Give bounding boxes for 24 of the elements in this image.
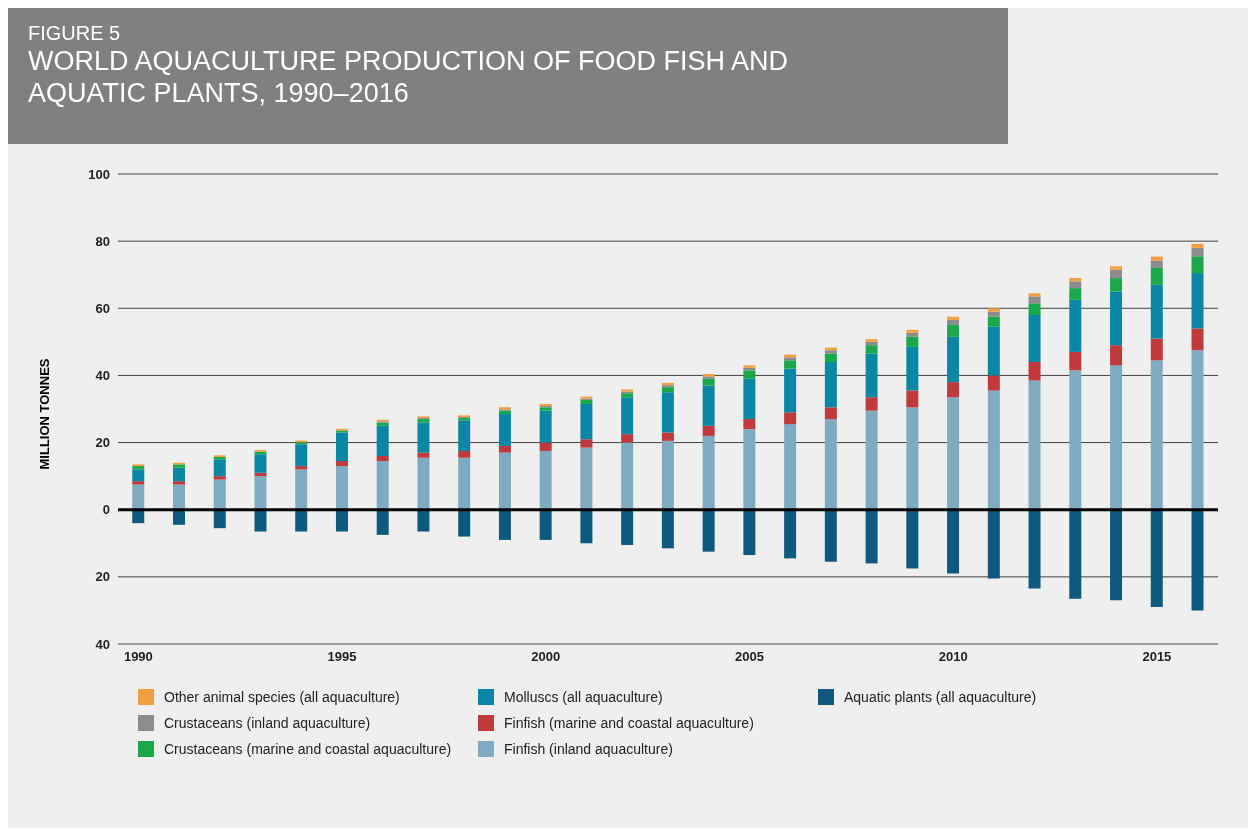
y-tick-label: 80 — [95, 233, 110, 249]
legend-label: Molluscs (all aquaculture) — [504, 689, 663, 705]
legend-label: Crustaceans (marine and coastal aquaculture) — [164, 741, 452, 757]
legend-label: Other animal species (all aquaculture) — [164, 689, 400, 705]
y-tick-label: 100 — [88, 166, 110, 182]
legend-label: Crustaceans (inland aquaculture) — [164, 715, 371, 731]
x-tick-label: 2005 — [735, 649, 764, 665]
y-tick-label: 40 — [95, 636, 110, 652]
y-tick-label: 20 — [95, 435, 110, 451]
legend-label: Finfish (marine and coastal aquaculture) — [504, 715, 754, 731]
x-tick-label: 2010 — [938, 649, 968, 665]
y-axis-title: MILLION TONNES — [36, 358, 52, 470]
chart-title: WORLD AQUACULTURE PRODUCTION OF FOOD FISH AND AQUATIC PLANTS, 1990–2016 — [28, 45, 790, 109]
y-tick-label: 60 — [95, 300, 110, 316]
x-tick-label: 1990 — [123, 649, 153, 665]
x-tick-label: 1995 — [327, 649, 357, 665]
y-tick-label: 20 — [95, 569, 110, 585]
legend-label: Aquatic plants (all aquaculture) — [844, 689, 1037, 705]
y-tick-label: 0 — [102, 502, 110, 518]
legend-label: Finfish (inland aquaculture) — [504, 741, 673, 757]
y-tick-label: 40 — [95, 368, 110, 384]
x-tick-label: 2015 — [1142, 649, 1172, 665]
chart-subtitle: FIGURE 5 — [28, 22, 122, 45]
x-tick-label: 2000 — [531, 649, 561, 665]
